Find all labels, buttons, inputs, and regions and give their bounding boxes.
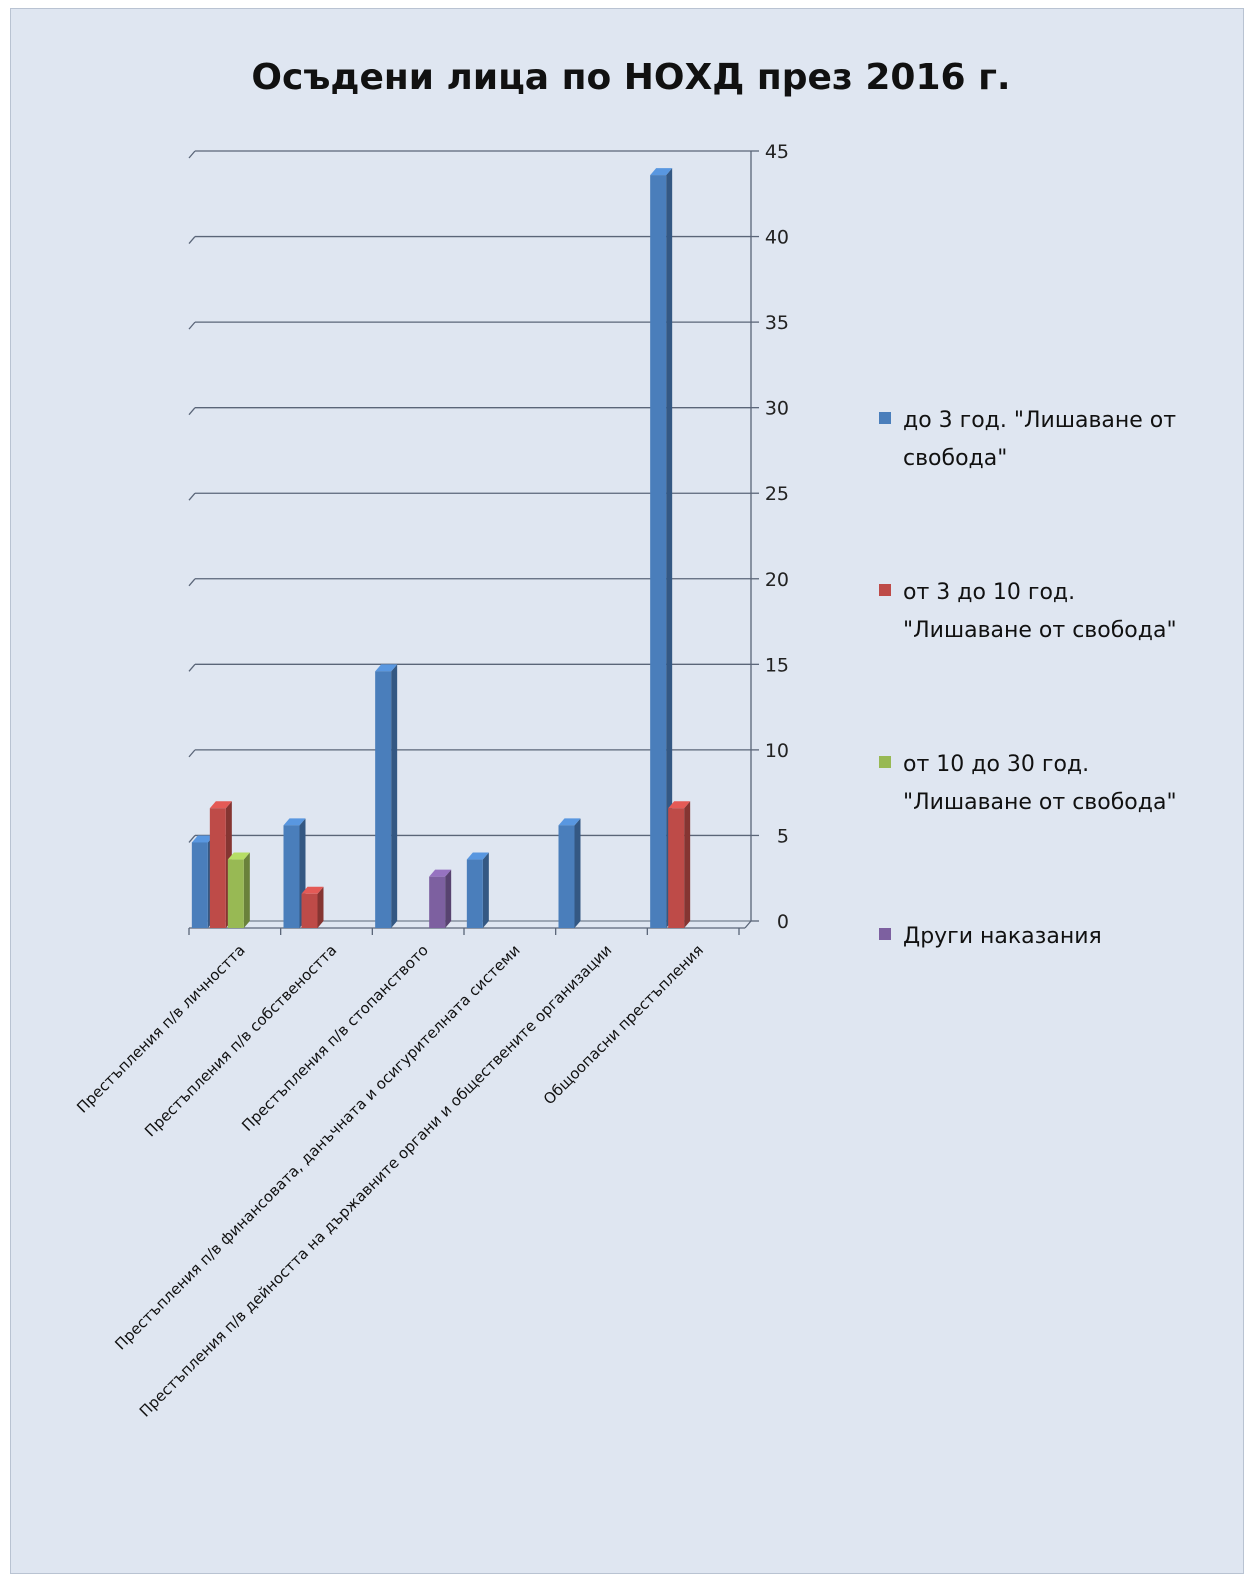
gridline-diag: [188, 236, 196, 244]
y-tick-label: 0: [777, 911, 789, 933]
bar: [301, 886, 324, 928]
bar-front: [466, 859, 483, 928]
bar-side: [482, 852, 489, 928]
gridline-diag: [188, 578, 196, 587]
bar-front: [283, 825, 300, 928]
bar-front: [227, 859, 244, 928]
legend-label: "Лишаване от свобода": [903, 618, 1177, 643]
y-tick-label: 5: [777, 825, 789, 847]
bar-top: [209, 801, 232, 809]
gridline-diag: [188, 663, 196, 672]
category-label: Престъпления п/в собствеността: [141, 941, 340, 1140]
bar: [375, 664, 398, 928]
legend-label: "Лишаване от свобода": [903, 790, 1177, 815]
legend-swatch: [879, 412, 891, 424]
bar: [227, 852, 250, 928]
axes: 0 5 10 15 20 25 30 35 40 45: [188, 141, 789, 935]
bars: [191, 168, 691, 929]
bar-top: [227, 852, 250, 860]
bar-top: [301, 886, 324, 894]
bar-front: [209, 808, 226, 928]
gridline-diag: [188, 407, 196, 416]
floor-corner: [744, 920, 752, 929]
bar-top: [429, 869, 452, 877]
legend: до 3 год. "Лишаване от свобода" от 3 до 10…: [879, 408, 1177, 949]
legend-label: Други наказания: [903, 924, 1102, 949]
bar-side: [243, 852, 250, 928]
gridline-diag: [188, 749, 196, 758]
bar-top: [375, 664, 398, 672]
bar: [429, 869, 452, 928]
legend-label: от 10 до 30 год.: [903, 752, 1089, 777]
legend-swatch: [879, 928, 891, 940]
bar-front: [301, 893, 318, 928]
bar-side: [317, 886, 324, 928]
bar-front: [191, 842, 208, 928]
gridline-diag: [188, 321, 196, 330]
bar-side: [445, 869, 452, 928]
y-tick-label: 45: [765, 141, 789, 163]
bar-side: [574, 818, 581, 928]
bar: [650, 168, 673, 929]
legend-label: от 3 до 10 год.: [903, 580, 1075, 605]
y-tick-label: 40: [765, 227, 789, 249]
bar-side: [666, 168, 673, 929]
legend-swatch: [879, 756, 891, 768]
y-tick-label: 25: [765, 483, 789, 505]
y-tick-label: 15: [765, 654, 789, 676]
bar-top: [191, 835, 214, 843]
bar-front: [429, 876, 446, 928]
bar: [558, 818, 581, 928]
bar-top: [668, 801, 691, 809]
bar: [668, 801, 691, 928]
bar-front: [375, 671, 392, 928]
bar-side: [391, 664, 398, 928]
y-tick-label: 30: [765, 398, 789, 420]
category-label: Общоопасни престъпления: [540, 941, 707, 1108]
category-label: Престъпления п/в стопанството: [238, 941, 432, 1135]
gridline-diag: [188, 492, 196, 501]
bar-side: [684, 801, 691, 928]
bar-front: [650, 175, 667, 929]
gridline-diag: [188, 835, 196, 843]
legend-label: до 3 год. "Лишаване от: [903, 408, 1176, 433]
category-label: Престъпления п/в дейността на държавните…: [136, 941, 615, 1420]
bar-front: [558, 825, 575, 928]
chart-title: Осъдени лица по НОХД през 2016 г.: [251, 57, 1010, 98]
bar-top: [650, 168, 673, 176]
gridline-diag: [188, 150, 196, 159]
legend-label: свобода": [903, 446, 1007, 471]
y-tick-label: 10: [765, 740, 789, 762]
y-tick-label: 35: [765, 312, 789, 334]
y-tick-label: 20: [765, 569, 789, 591]
legend-swatch: [879, 584, 891, 596]
bar: [466, 852, 489, 928]
bar-front: [668, 808, 685, 928]
bar-top: [466, 852, 489, 860]
chart-area: Осъдени лица по НОХД през 2016 г. 0 5 10 15…: [10, 8, 1244, 1574]
bar-top: [558, 818, 581, 826]
bar-chart: Осъдени лица по НОХД през 2016 г. 0 5 10 15…: [73, 57, 1177, 1421]
category-label: Престъпления п/в личността: [73, 941, 248, 1116]
bar-top: [283, 818, 306, 826]
